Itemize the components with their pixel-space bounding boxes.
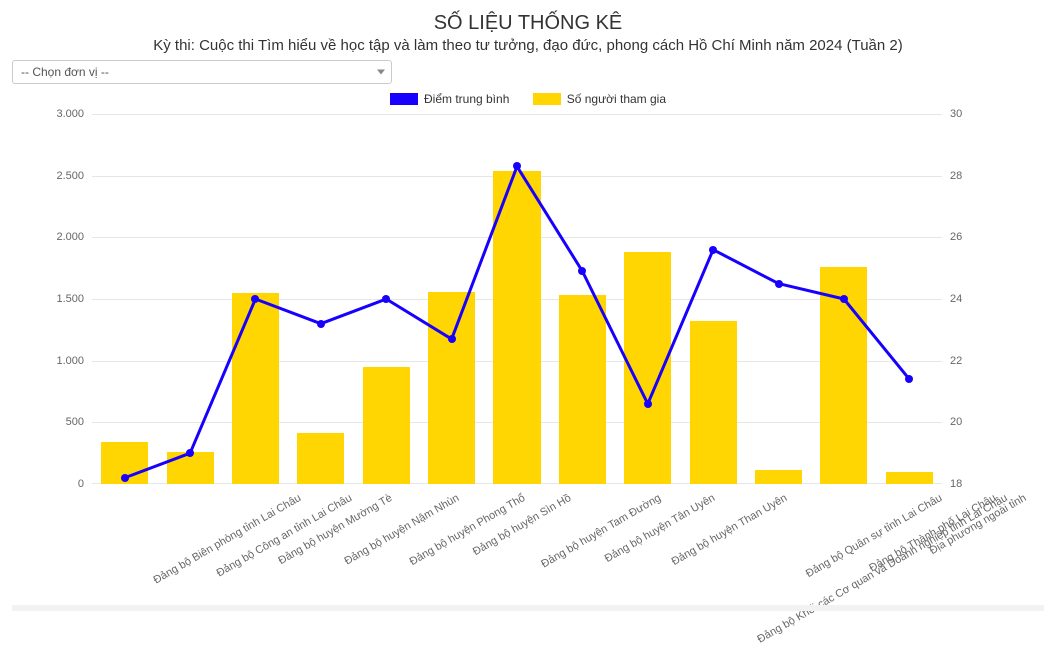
line-marker	[513, 162, 521, 170]
line-marker	[317, 320, 325, 328]
chart-legend: Điểm trung bình Số người tham gia	[12, 92, 1044, 108]
legend-line-swatch	[390, 93, 418, 105]
y-left-tick-label: 0	[22, 478, 84, 490]
y-right-tick-label: 20	[950, 416, 962, 428]
legend-item-bar: Số người tham gia	[533, 92, 666, 106]
page-subtitle: Kỳ thi: Cuộc thi Tìm hiểu về học tập và …	[12, 37, 1044, 54]
statistics-chart: 05001.0001.5002.0002.5003.00018202224262…	[22, 114, 992, 584]
line-marker	[840, 295, 848, 303]
page-title: SỐ LIỆU THỐNG KÊ	[12, 12, 1044, 35]
y-left-tick-label: 500	[22, 416, 84, 428]
chevron-down-icon	[377, 70, 385, 75]
y-right-tick-label: 28	[950, 170, 962, 182]
line-marker	[382, 295, 390, 303]
x-tick-label: Đảng bộ huyện Than Uyên	[669, 492, 789, 568]
y-left-tick-label: 2.500	[22, 170, 84, 182]
y-right-tick-label: 18	[950, 478, 962, 490]
y-left-tick-label: 1.000	[22, 355, 84, 367]
line-marker	[251, 295, 259, 303]
x-tick-label: Đảng bộ huyện Nậm Nhùn	[342, 492, 461, 568]
y-right-tick-label: 26	[950, 231, 962, 243]
unit-select-placeholder: -- Chọn đơn vị --	[21, 65, 109, 79]
legend-bar-label: Số người tham gia	[567, 92, 666, 106]
legend-item-line: Điểm trung bình	[390, 92, 509, 106]
line-marker	[186, 449, 194, 457]
footer-strip	[12, 605, 1044, 611]
y-right-tick-label: 22	[950, 355, 962, 367]
y-left-tick-label: 1.500	[22, 293, 84, 305]
plot-area	[92, 114, 942, 484]
y-right-tick-label: 24	[950, 293, 962, 305]
legend-line-label: Điểm trung bình	[424, 92, 509, 106]
y-left-tick-label: 3.000	[22, 108, 84, 120]
line-marker	[775, 280, 783, 288]
line-marker	[709, 246, 717, 254]
y-right-tick-label: 30	[950, 108, 962, 120]
y-left-tick-label: 2.000	[22, 231, 84, 243]
line-marker	[644, 400, 652, 408]
legend-bar-swatch	[533, 93, 561, 105]
unit-select[interactable]: -- Chọn đơn vị --	[12, 60, 392, 84]
line-marker	[448, 335, 456, 343]
line-marker	[121, 474, 129, 482]
line-marker	[578, 267, 586, 275]
line-marker	[905, 375, 913, 383]
